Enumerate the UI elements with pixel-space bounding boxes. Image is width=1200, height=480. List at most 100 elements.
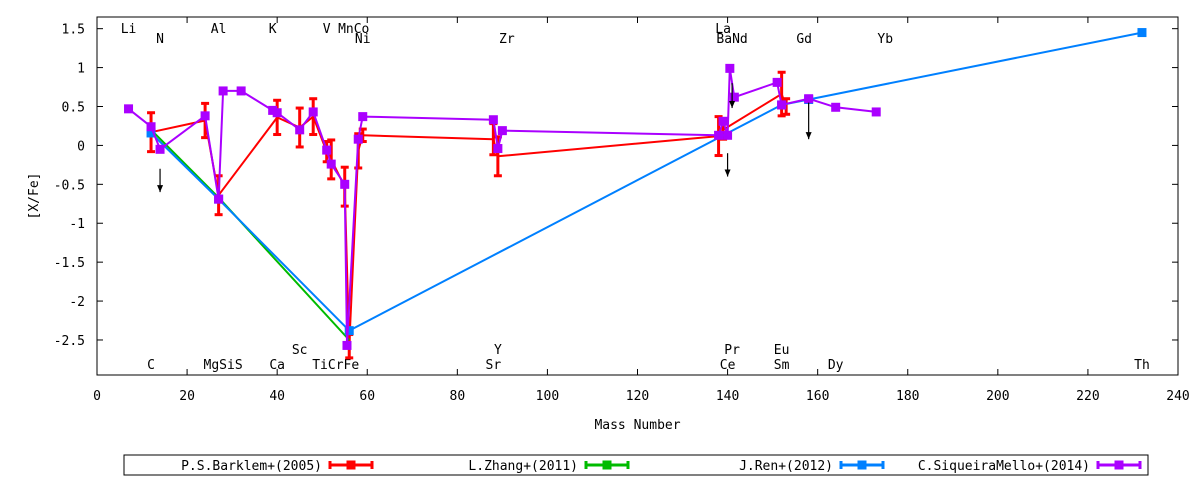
element-label: Sc <box>292 343 308 358</box>
legend-marker <box>857 460 867 470</box>
data-point <box>308 107 318 117</box>
element-label: Sr <box>486 358 502 373</box>
data-point <box>723 130 733 140</box>
legend-marker <box>1114 460 1124 470</box>
data-point <box>295 125 305 135</box>
data-point <box>146 128 156 138</box>
limit-arrow-head <box>805 132 812 140</box>
element-label: Y <box>494 343 502 358</box>
data-point <box>155 144 165 154</box>
data-point <box>146 122 156 132</box>
y-tick-label: -0.5 <box>54 178 85 193</box>
data-point <box>340 179 350 189</box>
y-tick-label: 1 <box>77 62 85 77</box>
data-point <box>488 115 498 125</box>
legend-marker <box>602 460 612 470</box>
y-tick-label: -1 <box>69 217 85 232</box>
series-line <box>150 93 788 348</box>
element-label: MgSiS <box>204 358 243 373</box>
data-point <box>124 104 134 114</box>
data-point <box>322 145 332 155</box>
x-tick-label: 0 <box>93 389 101 404</box>
element-label: Zr <box>499 32 515 47</box>
element-label: Th <box>1134 358 1150 373</box>
element-label: La <box>715 22 731 37</box>
data-point <box>777 100 787 110</box>
series-line <box>150 31 1143 332</box>
data-point <box>729 92 739 102</box>
y-tick-label: 0.5 <box>62 101 85 116</box>
x-tick-label: 180 <box>896 389 919 404</box>
limit-arrow-head <box>729 101 736 109</box>
limit-arrow-head <box>157 185 164 193</box>
element-label: Yb <box>877 32 893 47</box>
x-tick-label: 220 <box>1076 389 1099 404</box>
data-point <box>871 107 881 117</box>
x-tick-label: 60 <box>359 389 375 404</box>
legend-label: J.Ren+(2012) <box>739 459 833 474</box>
element-label: Li <box>121 22 137 37</box>
data-point <box>353 134 363 144</box>
y-tick-label: 0 <box>77 139 85 154</box>
y-tick-label: -2.5 <box>54 334 85 349</box>
data-point <box>718 116 728 126</box>
data-point <box>804 94 814 104</box>
x-tick-label: 80 <box>450 389 466 404</box>
element-label: V <box>323 22 331 37</box>
series-line <box>127 67 877 347</box>
y-tick-label: 1.5 <box>62 23 85 38</box>
limit-arrow-head <box>724 169 731 177</box>
data-point <box>493 144 503 154</box>
element-label: MnCo <box>338 22 369 37</box>
y-tick-label: -1.5 <box>54 256 85 271</box>
x-tick-label: 100 <box>536 389 559 404</box>
data-point <box>214 194 224 204</box>
y-axis-title: [X/Fe] <box>27 173 42 220</box>
x-tick-label: 120 <box>626 389 649 404</box>
data-point <box>831 102 841 112</box>
data-point <box>344 326 354 336</box>
x-tick-label: 40 <box>269 389 285 404</box>
element-label: Ni <box>355 32 371 47</box>
data-point <box>497 126 507 136</box>
plot-frame <box>96 16 1179 376</box>
legend-marker <box>346 460 356 470</box>
data-point <box>326 159 336 169</box>
data-point <box>200 111 210 121</box>
element-label: Ca <box>269 358 285 373</box>
x-tick-label: 200 <box>986 389 1009 404</box>
element-label: BaNd <box>716 32 747 47</box>
legend-box <box>123 454 1149 476</box>
x-tick-label: 160 <box>806 389 829 404</box>
y-tick-label: -2 <box>69 295 85 310</box>
element-label: TiCrFe <box>312 358 359 373</box>
element-label: Al <box>211 22 227 37</box>
element-label: K <box>269 22 277 37</box>
data-point <box>772 77 782 87</box>
legend-label: P.S.Barklem+(2005) <box>181 459 322 474</box>
x-tick-label: 140 <box>716 389 739 404</box>
data-point <box>218 86 228 96</box>
legend-label: C.SiqueiraMello+(2014) <box>918 459 1090 474</box>
element-label: Sm <box>774 358 790 373</box>
element-label: C <box>147 358 155 373</box>
data-point <box>342 340 352 350</box>
x-tick-label: 240 <box>1166 389 1189 404</box>
element-label: Ce <box>720 358 736 373</box>
element-label: Dy <box>828 358 844 373</box>
element-label: Pr <box>724 343 740 358</box>
data-point <box>358 112 368 122</box>
element-label: Eu <box>774 343 790 358</box>
data-point <box>268 105 278 115</box>
data-point <box>236 86 246 96</box>
data-point <box>1137 28 1147 38</box>
legend-label: L.Zhang+(2011) <box>468 459 578 474</box>
element-label: Gd <box>796 32 812 47</box>
data-point <box>272 108 282 118</box>
x-axis-title: Mass Number <box>594 418 680 433</box>
data-point <box>714 130 724 140</box>
x-tick-label: 20 <box>179 389 195 404</box>
element-label: N <box>156 32 164 47</box>
